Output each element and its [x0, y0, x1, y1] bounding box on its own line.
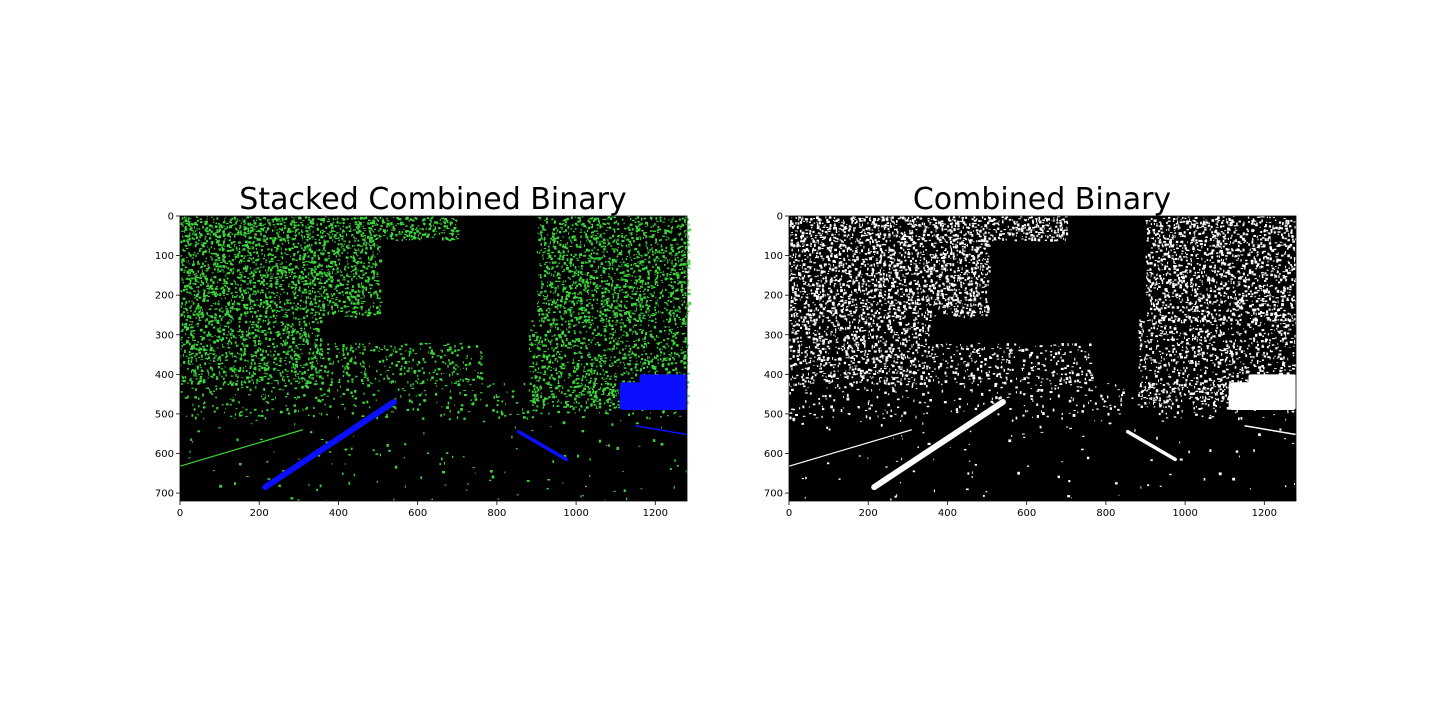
stacked-binary-plot: 0 200 400 600 800 1000 1200 0 100 200 300 400 500 600… — [155, 212, 692, 519]
car-roof-blob — [639, 374, 687, 385]
x-tick-label: 1200 — [1252, 508, 1277, 519]
right-roadside-line — [635, 425, 688, 436]
y-tick-label: 500 — [155, 409, 174, 420]
combined-binary-panel: 0 200 400 600 800 1000 1200 0 100 200 300 400 500 600… — [764, 212, 1300, 519]
y-tick-label: 600 — [155, 449, 174, 460]
lane-line-right — [516, 429, 568, 462]
x-tick-label: 200 — [250, 508, 269, 519]
lane-line-left — [871, 399, 1006, 491]
y-tick-label: 300 — [764, 330, 783, 341]
car-blob — [619, 382, 687, 410]
roadside-line — [788, 429, 912, 467]
image-background — [180, 216, 687, 501]
x-tick-label: 800 — [487, 508, 506, 519]
y-tick-label: 400 — [764, 370, 783, 381]
y-tick-label: 100 — [764, 251, 783, 262]
x-tick-label: 1000 — [563, 508, 588, 519]
y-tick-label: 600 — [764, 449, 783, 460]
lane-line-left — [262, 399, 397, 491]
stacked-binary-panel: 0 200 400 600 800 1000 1200 0 100 200 300 400 500 600… — [155, 212, 692, 519]
right-roadside-line — [1244, 425, 1297, 436]
y-tick-label: 700 — [155, 489, 174, 500]
x-tick-label: 1000 — [1172, 508, 1197, 519]
y-tick-label: 200 — [155, 291, 174, 302]
x-tick-label: 0 — [786, 508, 792, 519]
car-roof-blob — [1248, 374, 1296, 385]
x-tick-label: 400 — [938, 508, 957, 519]
x-tick-label: 400 — [329, 508, 348, 519]
binary-texture — [180, 216, 692, 502]
y-tick-label: 0 — [777, 212, 783, 223]
y-tick-label: 300 — [155, 330, 174, 341]
chart-title-right: Combined Binary — [912, 182, 1172, 217]
x-tick-label: 800 — [1096, 508, 1115, 519]
y-tick-label: 100 — [155, 251, 174, 262]
y-tick-label: 500 — [764, 409, 783, 420]
car-blob — [1228, 382, 1296, 410]
combined-binary-plot: 0 200 400 600 800 1000 1200 0 100 200 300 400 500 600… — [764, 212, 1300, 519]
binary-texture — [789, 216, 1300, 502]
y-tick-label: 700 — [764, 489, 783, 500]
y-tick-label: 0 — [168, 212, 174, 223]
x-tick-label: 200 — [859, 508, 878, 519]
x-tick-label: 600 — [408, 508, 427, 519]
x-tick-label: 600 — [1017, 508, 1036, 519]
y-tick-label: 200 — [764, 291, 783, 302]
x-tick-label: 1200 — [643, 508, 668, 519]
lane-line-right — [1125, 429, 1177, 462]
axes-frame — [788, 215, 1297, 502]
y-tick-label: 400 — [155, 370, 174, 381]
roadside-line — [179, 429, 303, 467]
axes-frame — [179, 215, 688, 502]
x-tick-label: 0 — [177, 508, 183, 519]
chart-title-left: Stacked Combined Binary — [239, 182, 627, 217]
